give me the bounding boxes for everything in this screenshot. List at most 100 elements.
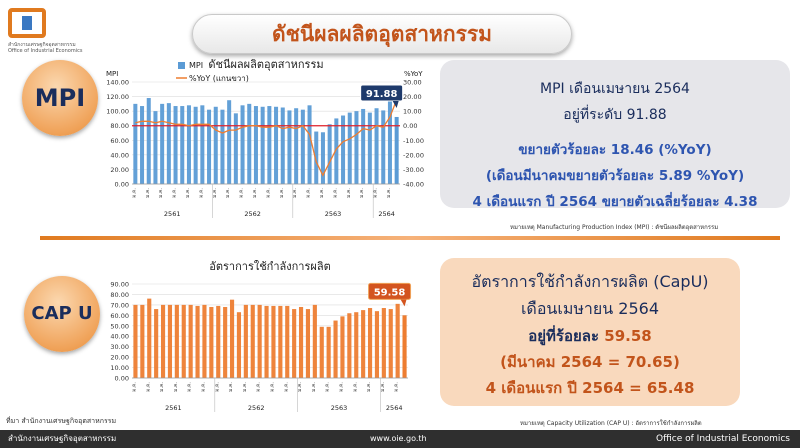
bar	[181, 304, 186, 378]
bar	[257, 304, 262, 378]
x-tick-label: ม.ค.	[366, 382, 372, 392]
bar	[381, 110, 386, 184]
x-tick-label: ม.ค.	[265, 188, 271, 198]
bar	[271, 305, 276, 378]
x-year-label: 2564	[386, 404, 403, 412]
x-tick-label: ม.ค.	[373, 188, 379, 198]
capu-summary-line4: (มีนาคม 2564 = 70.65)	[500, 353, 680, 371]
bar	[264, 305, 269, 378]
bar	[160, 103, 165, 184]
x-tick-label: ม.ค.	[352, 382, 358, 392]
x-tick-label: ม.ค.	[173, 382, 179, 392]
logo-text-th: สำนักงานเศรษฐกิจอุตสาหกรรม	[8, 42, 76, 48]
bar	[394, 116, 399, 184]
bar	[340, 316, 345, 378]
y-tick-label: 80.00	[110, 122, 129, 130]
bar	[319, 326, 324, 378]
footer-org-en: Office of Industrial Economics	[656, 434, 790, 444]
oie-logo: สำนักงานเศรษฐกิจอุตสาหกรรม Office of Ind…	[6, 6, 96, 56]
y-tick-label: 140.00	[106, 79, 129, 87]
bar	[227, 100, 232, 184]
highlight-callout-label: 91.88	[366, 89, 398, 100]
section-divider	[40, 236, 780, 240]
mpi-chart: ดัชนีผลผลิตอุตสาหกรรม 140.00 120.00 100.00 8…	[106, 58, 424, 218]
y-tick-label: 120.00	[106, 93, 129, 101]
bar	[216, 305, 221, 378]
y2-tick-label: -40.00	[403, 181, 424, 189]
x-tick-label: ม.ค.	[172, 188, 178, 198]
bar	[250, 304, 255, 378]
bar	[146, 98, 151, 184]
capu-summary-panel: อัตราการใช้กำลังการผลิต (CapU) เดือนเมษา…	[440, 258, 740, 406]
bar	[347, 112, 352, 184]
bar	[374, 108, 379, 184]
bar	[154, 309, 159, 378]
bar	[188, 304, 193, 378]
bar	[367, 112, 372, 184]
y-tick-label: 40.00	[110, 151, 129, 159]
y-tick-label: 90.00	[110, 281, 129, 289]
page-title: ดัชนีผลผลิตอุตสาหกรรม	[192, 14, 572, 54]
capu-line3-value: 59.58	[604, 327, 652, 345]
footer-website-link[interactable]: www.oie.go.th	[370, 434, 427, 443]
bar	[300, 109, 305, 184]
bar	[133, 103, 138, 184]
capu-summary-line5: 4 เดือนแรก ปี 2564 = 65.48	[485, 379, 695, 397]
highlight-callout-label: 59.58	[374, 287, 406, 298]
y2-tick-label: 10.00	[403, 108, 422, 116]
bar	[174, 304, 179, 378]
bar	[207, 109, 212, 184]
y2-tick-label: -10.00	[403, 137, 424, 145]
x-tick-label: ม.ค.	[279, 188, 285, 198]
bar	[327, 124, 332, 184]
x-year-label: 2562	[248, 404, 265, 412]
bar	[160, 304, 166, 378]
x-tick-label: ม.ค.	[131, 382, 137, 392]
bar	[233, 113, 238, 184]
highlight-callout	[368, 282, 412, 300]
y-tick-label: 50.00	[110, 322, 129, 330]
bar	[260, 106, 265, 184]
capu-badge: CAP U	[24, 276, 100, 352]
bar	[334, 118, 339, 184]
bar	[395, 303, 400, 378]
y-tick-label: 100.00	[106, 108, 129, 116]
bar	[320, 132, 325, 184]
x-tick-label: ม.ค.	[319, 188, 325, 198]
bar	[202, 304, 207, 378]
x-tick-label: ม.ค.	[269, 382, 275, 392]
mpi-note: หมายเหตุ Manufacturing Production Index …	[510, 224, 719, 231]
chart-title: อัตราการใช้กำลังการผลิต	[209, 260, 330, 273]
bar	[381, 308, 386, 378]
bar	[140, 304, 145, 378]
legend-label-yoy: %YoY (แกนขวา)	[189, 74, 249, 83]
x-tick-label: ม.ค.	[394, 382, 400, 392]
yoy-line	[135, 99, 398, 177]
capu-summary-line3: อยู่ที่ร้อยละ 59.58	[440, 324, 740, 348]
y-tick-label: 10.00	[110, 364, 129, 372]
bar	[133, 304, 138, 378]
bar	[361, 310, 366, 378]
bar	[236, 312, 242, 378]
bar	[287, 110, 292, 184]
capu-summary-line1: อัตราการใช้กำลังการผลิต (CapU)	[471, 272, 709, 291]
bar	[253, 106, 258, 184]
bar	[388, 309, 393, 378]
y2-tick-label: -30.00	[403, 166, 424, 174]
bar	[312, 304, 317, 378]
y-tick-label: 0.00	[115, 181, 129, 189]
footer-bar: สำนักงานเศรษฐกิจอุตสาหกรรม www.oie.go.th…	[0, 430, 800, 448]
mpi-summary-line5: 4 เดือนแรก ปี 2564 ขยายตัวเฉลี่ยร้อยละ 4…	[472, 194, 758, 210]
x-tick-label: ม.ค.	[145, 382, 151, 392]
capu-summary-line2: เดือนเมษายน 2564	[520, 299, 660, 318]
logo-mark	[8, 8, 46, 38]
bar	[347, 313, 352, 378]
x-year-label: 2561	[164, 210, 181, 218]
x-tick-label: ม.ค.	[380, 382, 386, 392]
bar	[173, 106, 178, 184]
bar	[220, 109, 225, 184]
x-tick-label: ม.ค.	[145, 188, 151, 198]
x-tick-label: ม.ค.	[292, 188, 298, 198]
x-tick-label: ม.ค.	[359, 188, 365, 198]
x-tick-label: ม.ค.	[386, 188, 392, 198]
